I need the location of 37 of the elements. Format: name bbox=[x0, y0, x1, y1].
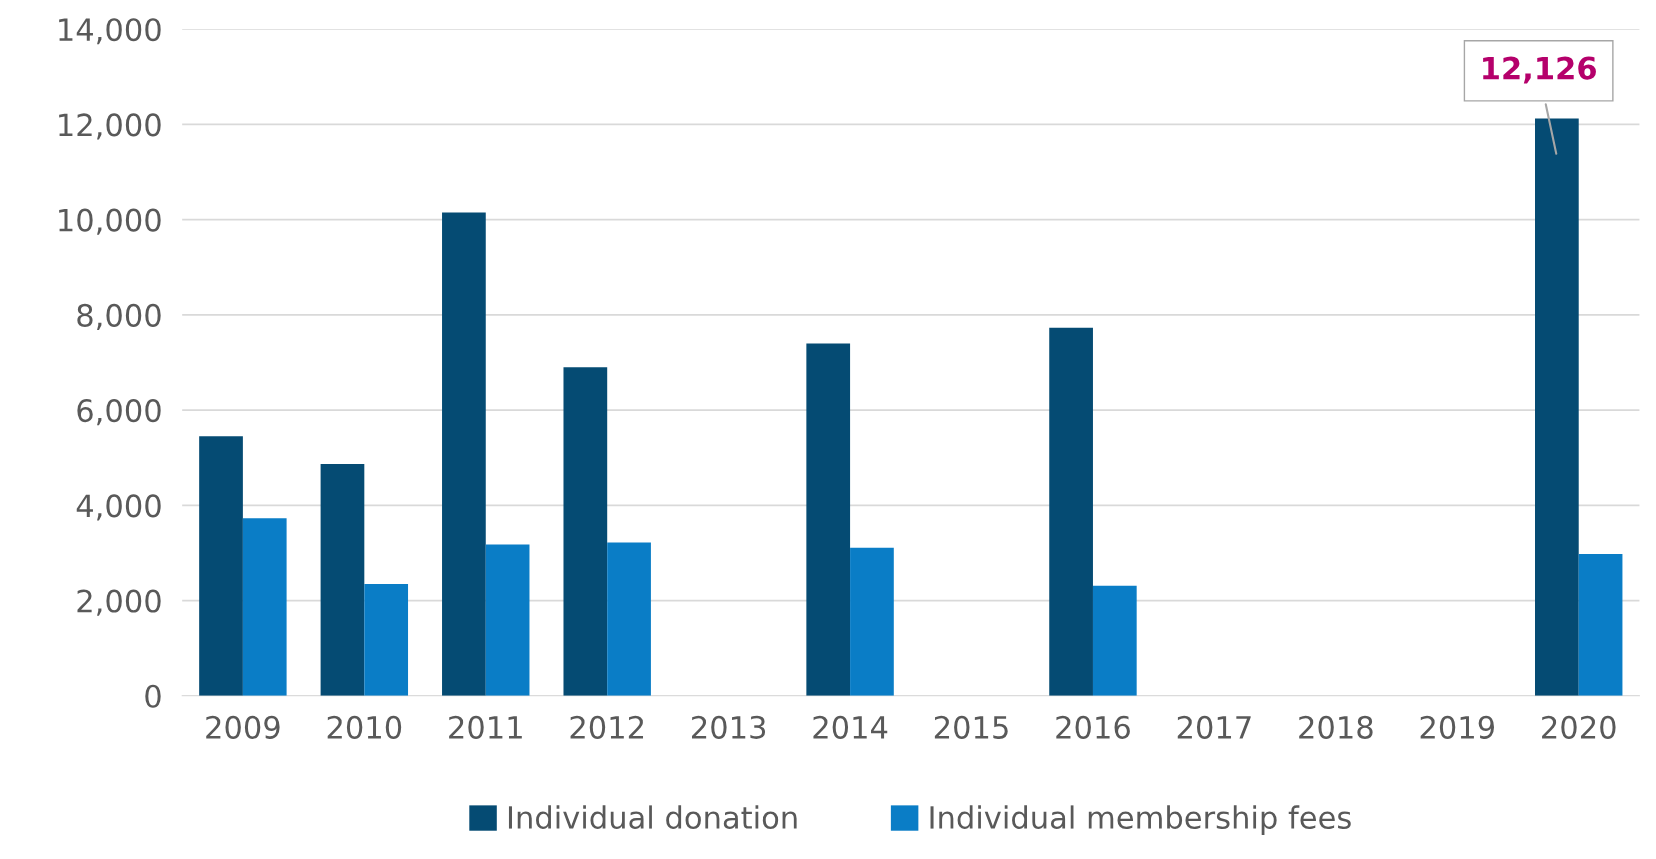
x-tick-label: 2020 bbox=[1542, 715, 1616, 739]
bar bbox=[607, 542, 651, 696]
y-tick-label: 14,000 bbox=[59, 18, 161, 45]
bar bbox=[1578, 553, 1623, 696]
x-tick-label: 2016 bbox=[1056, 715, 1130, 739]
y-tick-label: 0 bbox=[145, 684, 161, 708]
bar bbox=[242, 518, 287, 696]
x-tick-label: 2009 bbox=[206, 715, 280, 739]
bar bbox=[485, 544, 530, 696]
bar bbox=[1092, 585, 1137, 696]
bar bbox=[850, 547, 894, 696]
x-tick-label: 2012 bbox=[570, 715, 644, 739]
legend-label: Individual membership fees bbox=[930, 805, 1351, 835]
x-tick-label: 2013 bbox=[692, 715, 766, 739]
bar bbox=[320, 463, 365, 696]
x-tick-label: 2014 bbox=[813, 715, 888, 739]
x-tick-label: 2019 bbox=[1420, 715, 1495, 739]
x-tick-label: 2017 bbox=[1177, 715, 1251, 739]
bar bbox=[1535, 118, 1579, 696]
y-tick-label: 6,000 bbox=[77, 399, 161, 426]
bar bbox=[1049, 327, 1093, 696]
bar bbox=[199, 436, 243, 696]
bar bbox=[563, 367, 608, 696]
annotation: 12,126 bbox=[1483, 56, 1596, 84]
y-tick-label: 10,000 bbox=[59, 208, 161, 235]
bar bbox=[806, 343, 851, 696]
x-tick-label: 2018 bbox=[1299, 715, 1373, 739]
y-tick-label: 2,000 bbox=[77, 589, 161, 616]
bar bbox=[364, 583, 409, 696]
x-tick-label: 2015 bbox=[934, 715, 1008, 739]
legend-label: Individual donation bbox=[508, 805, 797, 830]
y-tick-label: 8,000 bbox=[77, 303, 161, 331]
bar bbox=[442, 212, 486, 696]
x-tick-label: 2010 bbox=[327, 715, 402, 739]
y-tick-label: 12,000 bbox=[59, 113, 161, 140]
y-tick-label: 4,000 bbox=[76, 494, 161, 521]
x-tick-label: 2011 bbox=[449, 715, 522, 739]
